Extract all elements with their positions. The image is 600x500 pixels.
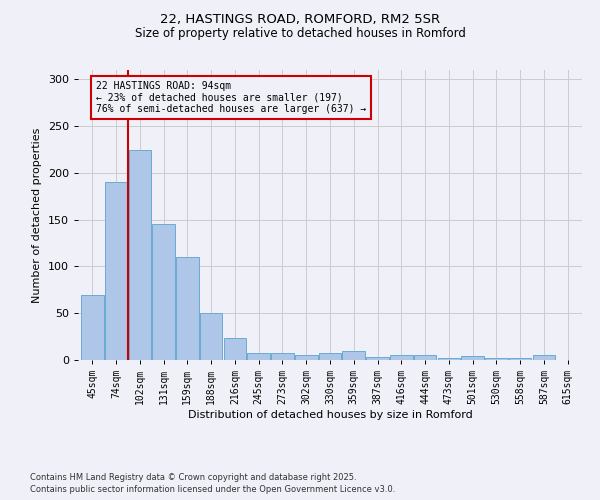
Bar — [533, 356, 555, 360]
Bar — [319, 352, 341, 360]
Bar — [366, 357, 389, 360]
Text: 22, HASTINGS ROAD, ROMFORD, RM2 5SR: 22, HASTINGS ROAD, ROMFORD, RM2 5SR — [160, 12, 440, 26]
X-axis label: Distribution of detached houses by size in Romford: Distribution of detached houses by size … — [188, 410, 472, 420]
Y-axis label: Number of detached properties: Number of detached properties — [32, 128, 42, 302]
Bar — [271, 354, 294, 360]
Bar — [224, 338, 246, 360]
Text: Contains public sector information licensed under the Open Government Licence v3: Contains public sector information licen… — [30, 485, 395, 494]
Bar — [105, 182, 127, 360]
Text: Contains HM Land Registry data © Crown copyright and database right 2025.: Contains HM Land Registry data © Crown c… — [30, 472, 356, 482]
Bar — [485, 358, 508, 360]
Bar — [390, 356, 413, 360]
Text: 22 HASTINGS ROAD: 94sqm
← 23% of detached houses are smaller (197)
76% of semi-d: 22 HASTINGS ROAD: 94sqm ← 23% of detache… — [96, 81, 366, 114]
Bar — [152, 224, 175, 360]
Bar — [247, 352, 270, 360]
Bar — [437, 358, 460, 360]
Text: Size of property relative to detached houses in Romford: Size of property relative to detached ho… — [134, 28, 466, 40]
Bar — [509, 358, 532, 360]
Bar — [128, 150, 151, 360]
Bar — [343, 350, 365, 360]
Bar — [461, 356, 484, 360]
Bar — [176, 257, 199, 360]
Bar — [81, 294, 104, 360]
Bar — [414, 356, 436, 360]
Bar — [200, 313, 223, 360]
Bar — [295, 356, 317, 360]
